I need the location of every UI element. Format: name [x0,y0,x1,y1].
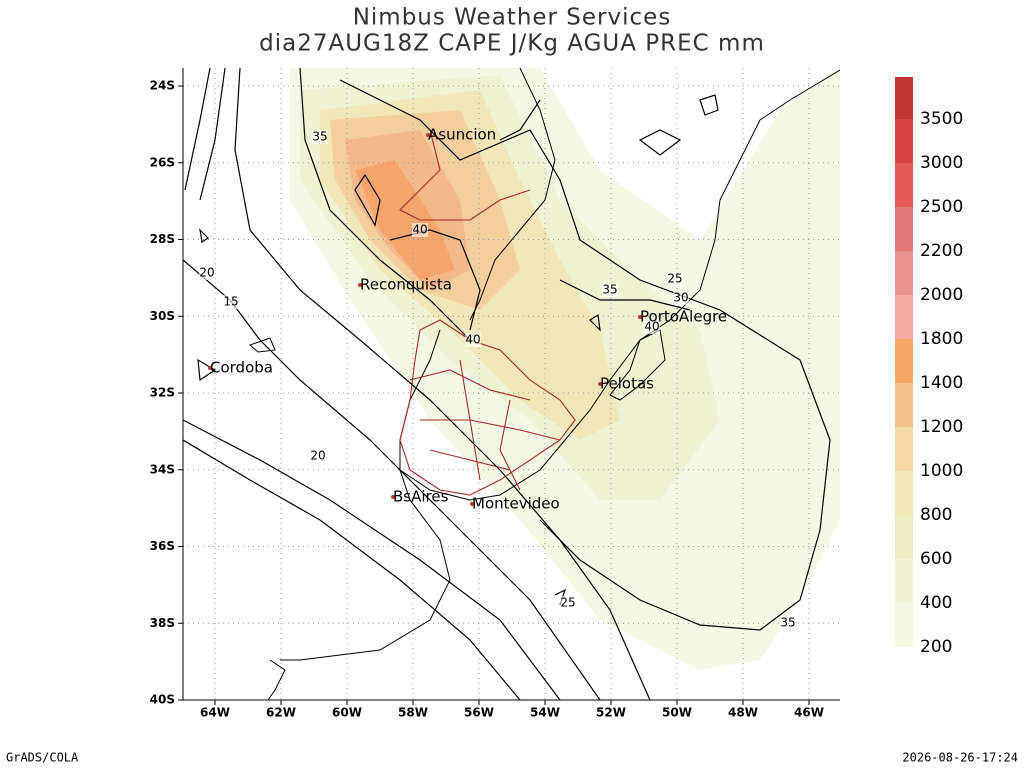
colorbar-box [895,603,913,647]
colorbar-box [895,77,913,119]
axes: 24S 26S 28S 30S 32S 34S 36S 38S 40S 64W 62W 60W 58W 5… [150,68,840,720]
coastline [249,68,840,700]
footer-left: GrADS/COLA [6,751,79,765]
city-marker [638,315,642,319]
city-label: PortoAlegre [640,308,727,326]
city-label: Montevideo [472,495,560,513]
city-label: Reconquista [360,276,452,294]
colorbar-label: 2200 [920,241,963,261]
contour-label: 40 [644,320,659,334]
contour-label: 35 [312,130,327,144]
colorbar-label: 200 [920,637,952,657]
contour-label-bg [644,320,660,334]
contour-label: 35 [602,283,617,297]
contour-label-bg [223,295,239,309]
footer-right: 2026-08-26-17:24 [902,751,1018,765]
city-label: Asuncion [428,126,496,144]
contour-label: 15 [223,295,238,309]
colorbar-box [895,163,913,207]
contour-label: 20 [310,449,325,463]
contour-label-bg [310,449,326,463]
lon-label: 48W [728,706,758,720]
lat-label: 36S [150,539,175,553]
lat-label: 32S [150,386,175,400]
contour-label-bg [780,616,796,630]
lon-label: 64W [200,706,230,720]
city-label: Cordoba [210,359,273,377]
colorbar-label: 400 [920,593,952,613]
borders [399,129,576,496]
colorbar-label: 1200 [920,417,963,437]
contour-label-bg [560,596,576,610]
colorbar-label: 2500 [920,197,963,217]
colorbar-label: 600 [920,549,952,569]
city-marker [470,502,474,506]
contour-label: 30 [673,291,688,305]
contour-label-bg [673,291,689,305]
colorbar-label: 800 [920,505,952,525]
lat-label: 34S [150,462,175,476]
colorbar-label: 3000 [920,153,963,173]
colorbar-label: 2000 [920,285,963,305]
lat-label: 24S [150,79,175,93]
colorbar-label: 1400 [920,373,963,393]
lon-label: 58W [398,706,428,720]
lon-label: 56W [464,706,494,720]
colorbar-box [895,427,913,471]
lon-label: 50W [662,706,692,720]
title: Nimbus Weather Services [353,5,672,31]
contour-label: 35 [780,616,795,630]
colorbar-box [895,339,913,383]
map-area: 35 40 20 15 35 25 30 40 40 20 25 35 Asuncion Reconqu… [183,68,840,700]
city-label: BsAires [393,488,449,506]
contour-label-bg [667,272,683,286]
colorbar-label: 1800 [920,329,963,349]
lon-label: 46W [794,706,824,720]
city-marker [358,283,362,287]
colorbar-box [895,119,913,163]
contour-labels: 35 40 20 15 35 25 30 40 40 20 25 35 [199,130,796,630]
subtitle: dia27AUG18Z CAPE J/Kg AGUA PREC mm [259,31,765,57]
lon-label: 52W [596,706,626,720]
lat-label: 28S [150,232,175,246]
lon-label: 60W [332,706,362,720]
lat-label: 26S [150,155,175,169]
contour-label-bg [199,266,215,280]
city-marker [208,366,212,370]
contours [183,68,831,700]
contour-label-bg [602,283,618,297]
contour-label: 25 [560,596,575,610]
lat-label: 40S [150,693,175,707]
contour-label: 25 [667,272,682,286]
colorbar-box [895,207,913,251]
shading [290,68,840,670]
cities: Asuncion Reconquista PortoAlegre Cordoba Pel… [208,126,727,513]
colorbar-box [895,515,913,559]
lon-label: 54W [530,706,560,720]
lon-label: 62W [266,706,296,720]
colorbar-box [895,471,913,515]
contour-label: 20 [199,266,214,280]
colorbar-box [895,295,913,339]
contour-label-bg [412,223,428,237]
colorbar-label: 3500 [920,109,963,129]
colorbar-box [895,383,913,427]
city-marker [426,133,430,137]
contour-label: 40 [412,223,427,237]
colorbar-box [895,251,913,295]
colorbar-box [895,559,913,603]
lat-label: 38S [150,616,175,630]
city-marker [598,382,602,386]
city-label: Pelotas [600,375,654,393]
colorbar: 200 400 600 800 1000 1200 1400 1800 2000 2200 2500… [895,77,963,657]
contour-label-bg [465,333,481,347]
lat-label: 30S [150,309,175,323]
contour-label-bg [312,130,328,144]
colorbar-label: 1000 [920,461,963,481]
city-marker [391,495,395,499]
contour-label: 40 [465,333,480,347]
